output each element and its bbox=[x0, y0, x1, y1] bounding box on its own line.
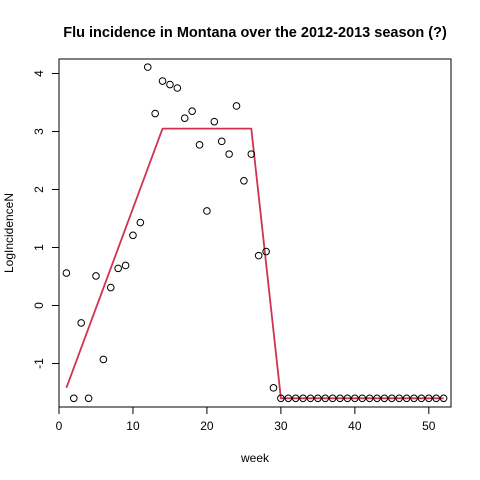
fit-line bbox=[65, 127, 444, 400]
data-point bbox=[351, 394, 359, 403]
data-point bbox=[432, 394, 441, 403]
data-point bbox=[365, 394, 374, 403]
data-point bbox=[439, 394, 448, 403]
data-point bbox=[121, 261, 130, 270]
data-point bbox=[129, 231, 137, 240]
data-point bbox=[262, 247, 270, 256]
data-point bbox=[77, 319, 85, 327]
y-axis-label: LogIncidenceN bbox=[2, 193, 16, 273]
data-point bbox=[336, 394, 344, 403]
data-point bbox=[173, 84, 182, 92]
x-axis: 0 10 20 30 40 50 bbox=[56, 406, 436, 433]
data-point bbox=[388, 394, 396, 403]
y-tick-label: 3 bbox=[32, 128, 46, 135]
data-point bbox=[373, 394, 381, 403]
data-point bbox=[69, 394, 78, 403]
data-point bbox=[180, 114, 189, 122]
data-point bbox=[321, 394, 330, 403]
y-tick-label: -1 bbox=[32, 358, 46, 369]
data-point bbox=[240, 177, 248, 185]
data-point bbox=[343, 394, 352, 403]
data-point bbox=[84, 394, 93, 403]
scatter-points bbox=[62, 63, 448, 403]
data-point bbox=[62, 269, 71, 277]
data-point bbox=[106, 283, 115, 292]
data-point bbox=[306, 394, 315, 403]
data-point bbox=[99, 355, 108, 364]
x-tick-label: 40 bbox=[348, 419, 362, 433]
data-point bbox=[143, 63, 152, 71]
data-point bbox=[225, 150, 233, 158]
y-axis: -1 0 1 2 3 4 bbox=[32, 70, 60, 369]
data-point bbox=[284, 394, 293, 403]
data-point bbox=[358, 394, 367, 403]
data-point bbox=[410, 394, 418, 403]
data-point bbox=[114, 264, 122, 273]
data-point bbox=[158, 77, 167, 85]
y-tick-label: 4 bbox=[32, 70, 46, 77]
data-point bbox=[402, 394, 411, 403]
x-tick-label: 50 bbox=[422, 419, 436, 433]
data-point bbox=[417, 394, 426, 403]
data-point bbox=[291, 394, 300, 403]
chart-title: Flu incidence in Montana over the 2012-2… bbox=[63, 25, 447, 41]
x-tick-label: 30 bbox=[274, 419, 288, 433]
x-axis-label: week bbox=[240, 451, 270, 465]
data-point bbox=[380, 394, 389, 403]
data-point bbox=[328, 394, 337, 403]
data-point bbox=[299, 394, 307, 403]
data-point bbox=[151, 109, 159, 118]
y-tick-label: 1 bbox=[32, 244, 46, 251]
data-point bbox=[195, 141, 204, 149]
plot-frame bbox=[58, 58, 452, 408]
data-point bbox=[314, 394, 322, 403]
data-point bbox=[188, 107, 196, 115]
data-point bbox=[277, 394, 285, 403]
data-point bbox=[92, 272, 100, 280]
data-point bbox=[425, 394, 433, 403]
x-tick-label: 10 bbox=[126, 419, 140, 433]
data-point bbox=[269, 384, 278, 392]
data-point bbox=[210, 117, 219, 126]
data-point bbox=[395, 394, 404, 403]
data-point bbox=[166, 80, 174, 89]
y-tick-label: 2 bbox=[32, 186, 46, 193]
x-tick-label: 0 bbox=[56, 419, 63, 433]
data-point bbox=[232, 102, 241, 110]
data-point bbox=[203, 207, 211, 215]
data-point bbox=[136, 218, 145, 227]
x-tick-label: 20 bbox=[200, 419, 214, 433]
y-tick-label: 0 bbox=[32, 302, 46, 309]
data-point bbox=[247, 150, 256, 158]
data-point bbox=[217, 137, 226, 146]
data-point bbox=[254, 251, 263, 260]
